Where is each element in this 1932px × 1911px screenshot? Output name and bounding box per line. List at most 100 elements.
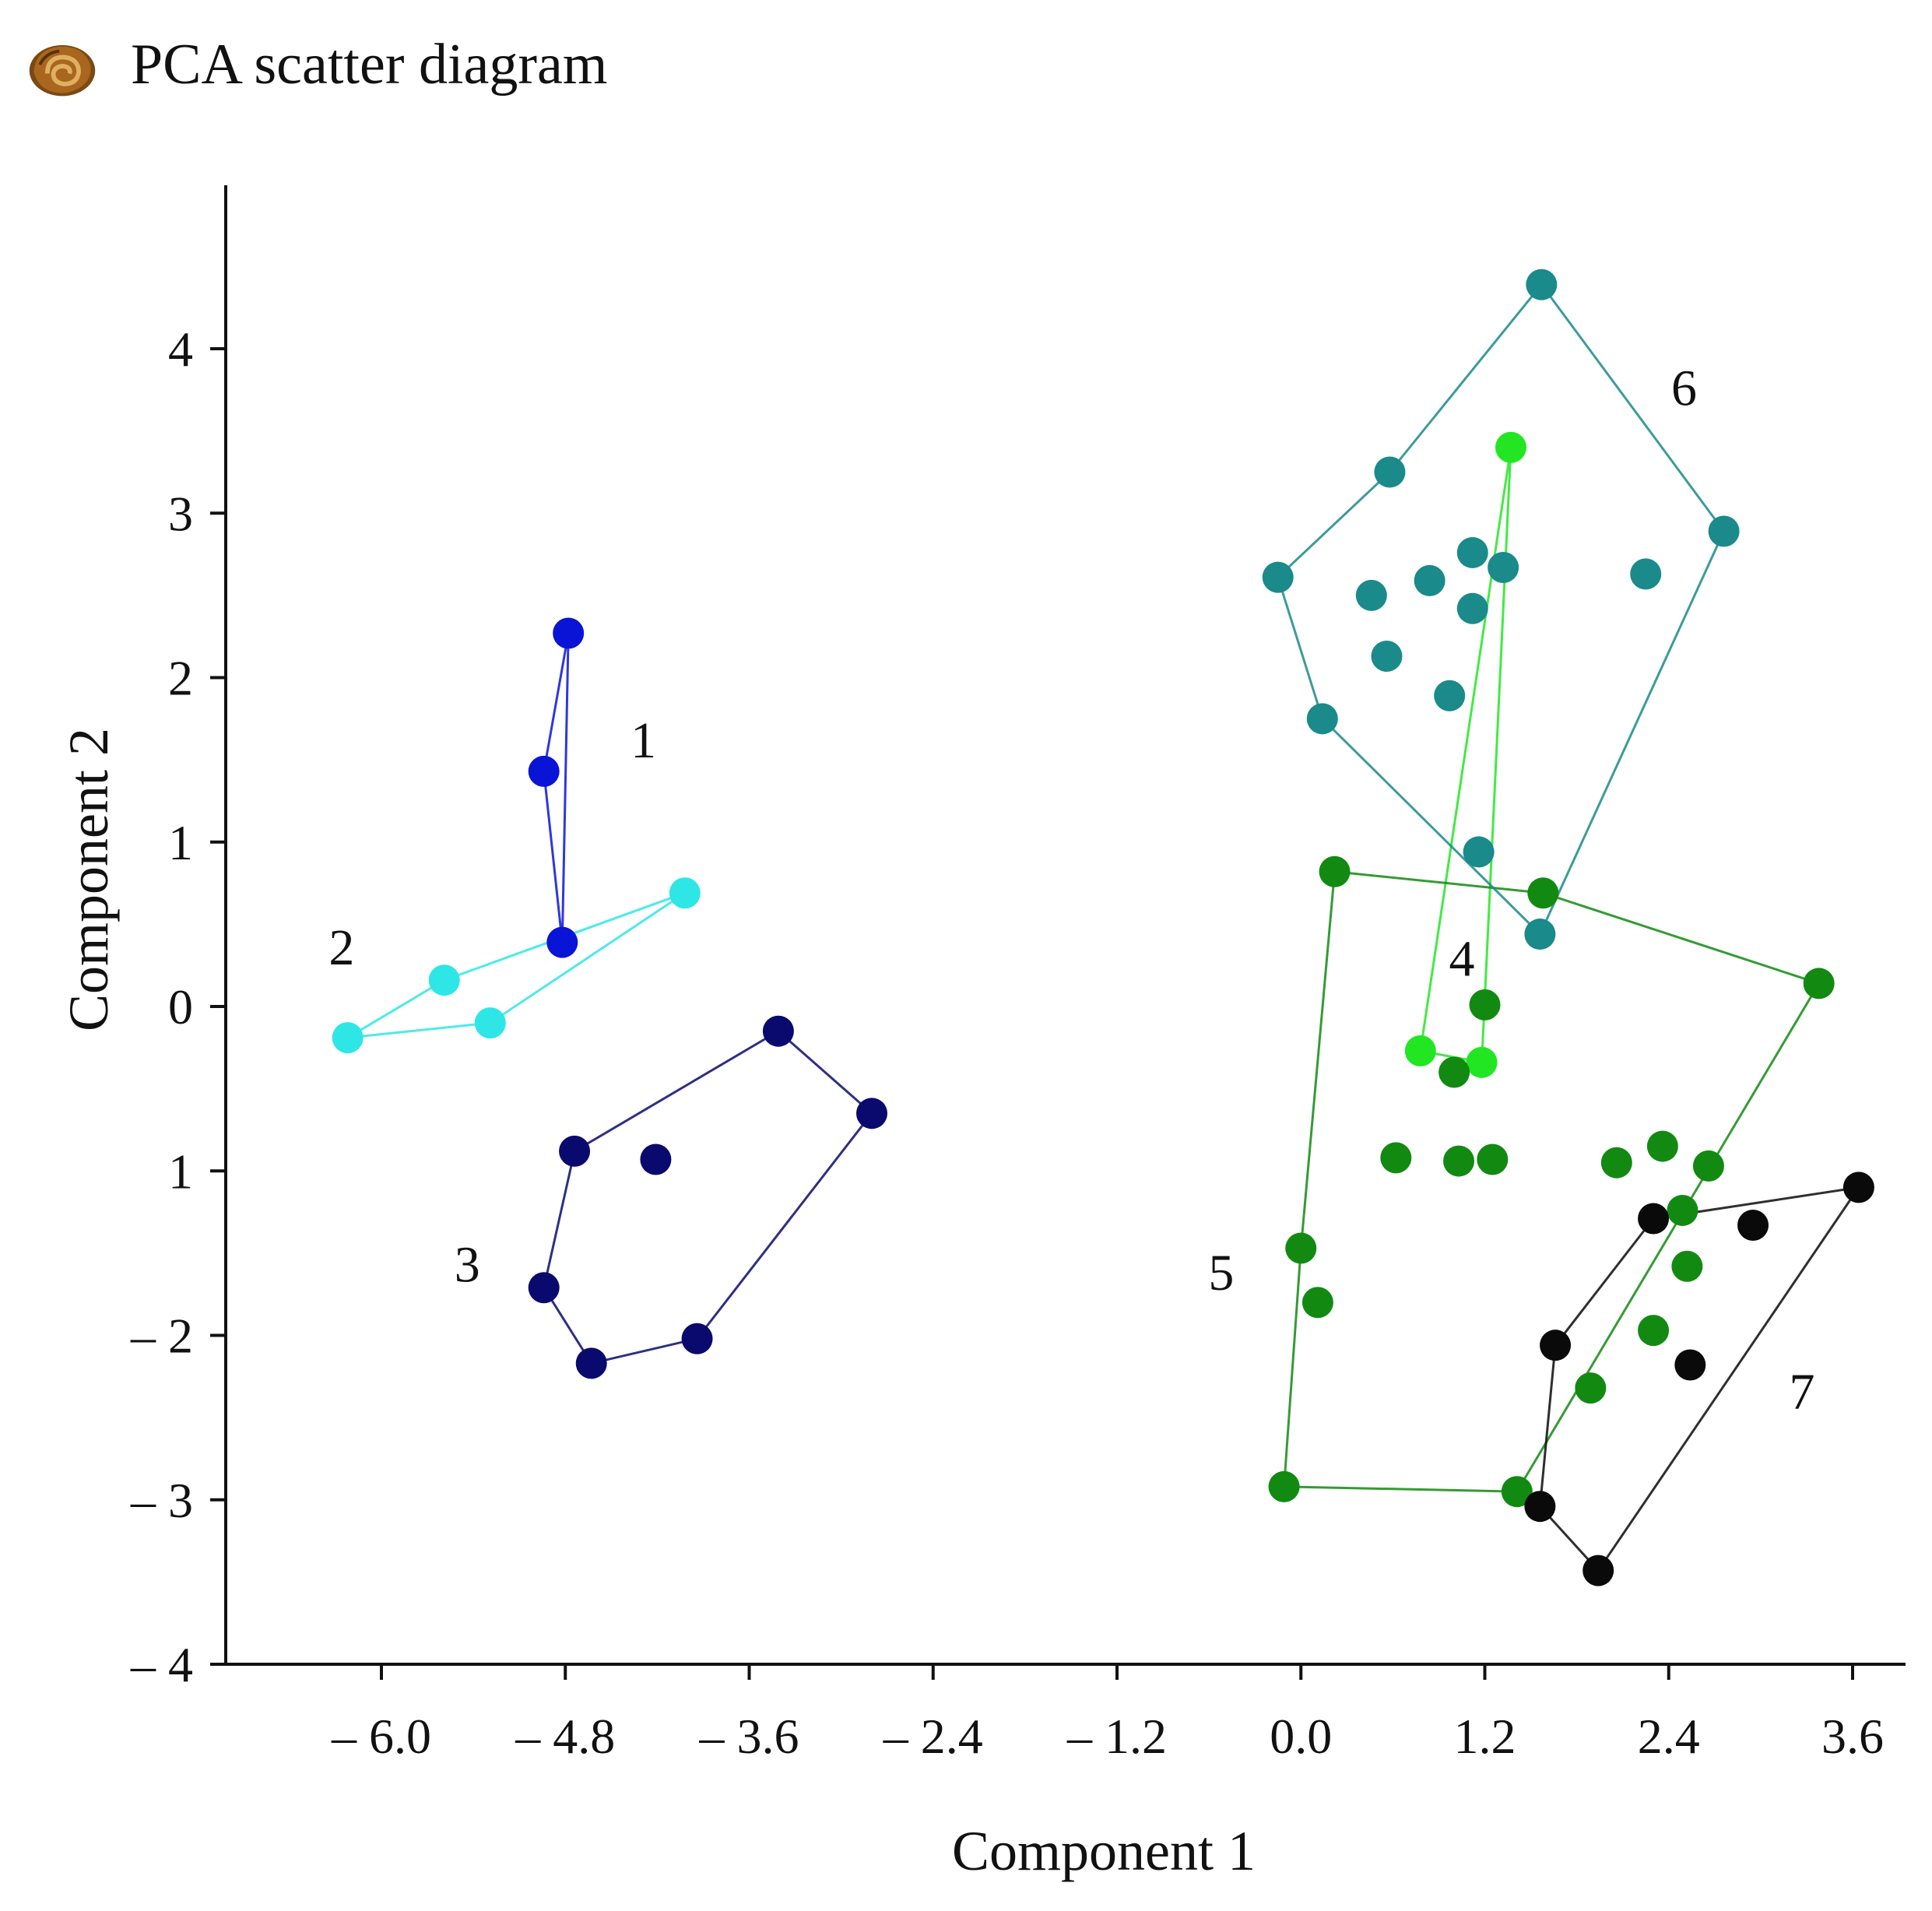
cluster-6-point (1434, 680, 1466, 711)
cluster-2-label: 2 (328, 919, 354, 976)
cluster-4-point (1404, 1035, 1436, 1067)
cluster-6-point (1414, 564, 1445, 596)
x-tick-label: 3.6 (1821, 1709, 1884, 1764)
cluster-5-point (1319, 855, 1351, 887)
axis-ticks: – 6.0 – 4.8 – 3.6 – 2.4 – 1.2 0.0 1.2 2.4 3.6 4 3 2… (130, 321, 1884, 1764)
cluster-7-point (1737, 1209, 1769, 1241)
cluster-1-hull (543, 633, 570, 943)
cluster-5-point (1671, 1250, 1703, 1282)
x-tick-label: – 3.6 (699, 1709, 799, 1764)
cluster-1-point (546, 926, 578, 958)
cluster-7-point (1582, 1554, 1614, 1586)
cluster-7-point (1540, 1330, 1572, 1361)
x-tick-label: – 1.2 (1066, 1709, 1167, 1764)
cluster-6-point (1526, 269, 1558, 300)
cluster-5-point (1803, 968, 1835, 999)
y-tick-label: 4 (168, 321, 193, 377)
cluster-7-point (1842, 1172, 1874, 1203)
y-tick-label: 1 (168, 815, 193, 870)
x-tick-label: – 2.4 (883, 1709, 983, 1764)
y-axis-title: Component 2 (58, 728, 120, 1031)
cluster-5-point (1692, 1150, 1724, 1182)
cluster-3-point (528, 1272, 560, 1304)
cluster-5-point (1646, 1130, 1678, 1162)
cluster-4-point (1466, 1046, 1498, 1078)
cluster-points (332, 269, 1874, 1586)
x-tick-label: 1.2 (1454, 1709, 1516, 1764)
cluster-3-point (640, 1143, 672, 1175)
cluster-5-point (1380, 1142, 1412, 1174)
x-tick-label: – 4.8 (515, 1709, 615, 1764)
cluster-5-point (1438, 1056, 1470, 1088)
chart-header: PCA scatter diagram (25, 22, 607, 107)
cluster-4-point (1495, 431, 1526, 463)
cluster-6-point (1355, 579, 1387, 611)
cluster-4-label: 4 (1449, 931, 1474, 988)
cluster-5-point (1575, 1372, 1607, 1404)
cluster-3-point (856, 1098, 887, 1129)
cluster-6-point (1456, 536, 1488, 568)
cluster-2-point (474, 1007, 506, 1039)
cluster-6-point (1262, 561, 1294, 593)
y-tick-label: 3 (168, 486, 193, 541)
cluster-7-label: 7 (1790, 1363, 1815, 1420)
cluster-2-point (332, 1022, 364, 1054)
cluster-2-hull (346, 891, 686, 1039)
y-tick-label: – 4 (130, 1637, 193, 1692)
cluster-3-hull (543, 1029, 874, 1365)
cluster-6-point (1630, 558, 1662, 590)
cluster-5-point (1268, 1470, 1300, 1502)
y-tick-label: 2 (168, 651, 193, 706)
cluster-6-point (1456, 592, 1488, 624)
cluster-5-point (1301, 1287, 1333, 1319)
cluster-labels: 1 2 3 4 5 6 7 (328, 360, 1814, 1421)
cluster-1-point (553, 617, 585, 649)
cluster-1-label: 1 (631, 712, 656, 769)
cluster-4-hull (1419, 447, 1512, 1064)
cluster-6-point (1463, 836, 1495, 868)
cluster-5-point (1443, 1145, 1475, 1177)
x-tick-label: – 6.0 (331, 1709, 431, 1764)
axes (224, 185, 1906, 1666)
cluster-3-point (762, 1015, 794, 1047)
nautilus-shell-icon (29, 45, 96, 97)
cluster-6-hull (1276, 283, 1726, 936)
cluster-3-point (681, 1323, 713, 1354)
cluster-5-point (1667, 1194, 1698, 1226)
cluster-5-point (1285, 1232, 1317, 1264)
cluster-6-point (1488, 551, 1519, 583)
cluster-6-point (1524, 919, 1556, 950)
x-tick-label: 2.4 (1638, 1709, 1700, 1764)
cluster-6-point (1708, 515, 1740, 547)
cluster-3-label: 3 (455, 1237, 480, 1294)
cluster-6-label: 6 (1671, 360, 1697, 417)
cluster-5-point (1501, 1476, 1533, 1508)
cluster-6-point (1374, 456, 1406, 488)
x-axis-title: Component 1 (952, 1820, 1256, 1882)
cluster-3-point (559, 1135, 591, 1167)
cluster-5-point (1477, 1143, 1509, 1175)
cluster-2-point (669, 877, 701, 909)
y-tick-label: 0 (168, 979, 193, 1035)
y-tick-label: – 3 (130, 1473, 193, 1528)
cluster-5-label: 5 (1208, 1245, 1234, 1302)
cluster-2-point (428, 964, 460, 996)
cluster-5-point (1600, 1147, 1632, 1179)
y-tick-label: 1 (168, 1143, 193, 1199)
cluster-6-point (1306, 703, 1338, 735)
cluster-7-point (1524, 1491, 1556, 1523)
cluster-1-point (528, 755, 560, 787)
cluster-7-point (1674, 1349, 1706, 1381)
cluster-hulls (346, 283, 1862, 1573)
cluster-3-point (575, 1347, 607, 1379)
cluster-5-point (1638, 1315, 1670, 1347)
y-tick-label: – 2 (130, 1309, 193, 1364)
cluster-5-point (1527, 877, 1559, 909)
cluster-5-point (1469, 989, 1501, 1020)
cluster-5-hull (1282, 870, 1821, 1493)
cluster-6-point (1371, 641, 1403, 673)
cluster-7-point (1638, 1203, 1670, 1235)
page-title: PCA scatter diagram (131, 32, 608, 97)
x-tick-label: 0.0 (1270, 1709, 1332, 1764)
